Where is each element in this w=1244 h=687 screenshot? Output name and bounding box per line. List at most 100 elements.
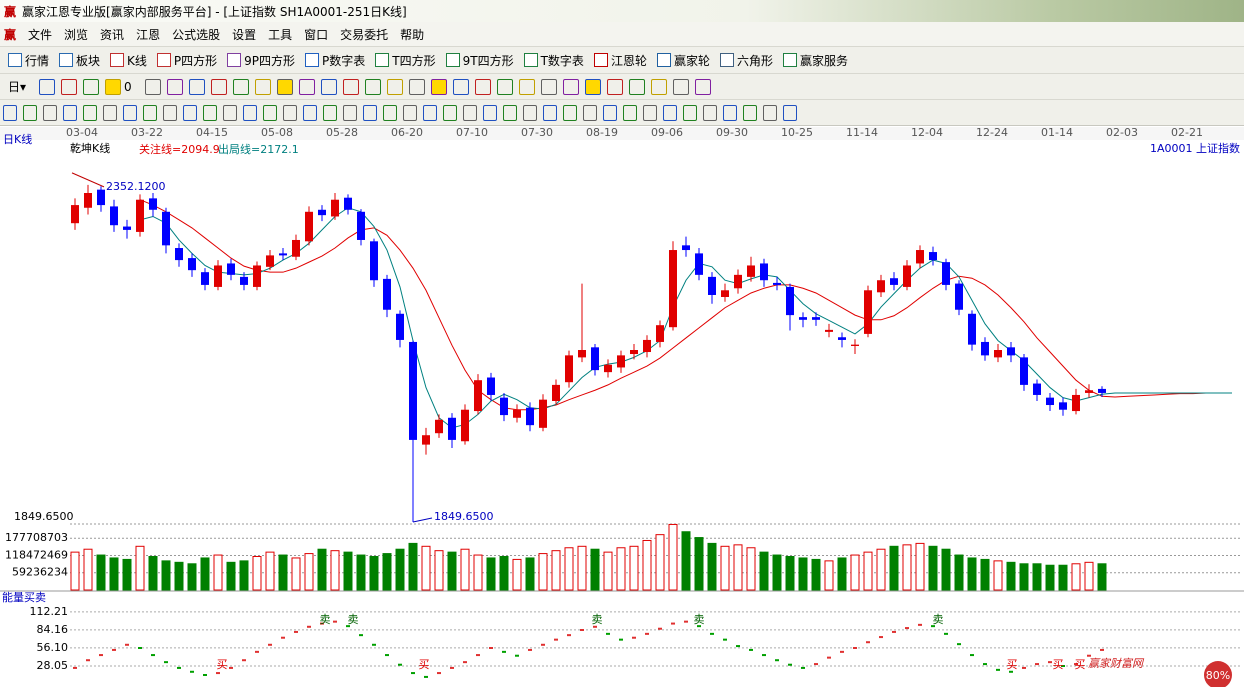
x-tick-label: 02-03: [1106, 127, 1138, 139]
toolbar-button[interactable]: 江恩轮: [593, 52, 647, 69]
tool-icon[interactable]: [663, 104, 677, 121]
toolbar-button[interactable]: K线: [110, 52, 147, 69]
tool-icon[interactable]: [523, 104, 537, 121]
tool-icon[interactable]: [496, 78, 513, 95]
tool-icon[interactable]: [223, 104, 237, 121]
tool-icon[interactable]: [166, 78, 183, 95]
tool-icon[interactable]: [563, 104, 577, 121]
tool-icon[interactable]: [383, 104, 397, 121]
tool-icon[interactable]: [283, 104, 297, 121]
tool-icon[interactable]: [763, 104, 777, 121]
tool-icon[interactable]: [61, 78, 78, 95]
tool-icon[interactable]: [232, 78, 249, 95]
tool-icon[interactable]: [276, 78, 293, 95]
toolbar-button[interactable]: 行情: [8, 52, 49, 69]
tool-icon[interactable]: [83, 104, 97, 121]
volume-bar: [395, 548, 405, 591]
toolbar-button[interactable]: P四方形: [156, 52, 217, 69]
menu-item[interactable]: 资讯: [100, 27, 125, 42]
menu-item[interactable]: 设置: [232, 27, 257, 42]
toolbar-button[interactable]: 9T四方形: [445, 52, 514, 69]
menu-item[interactable]: 浏览: [64, 27, 89, 42]
period-select[interactable]: 日 ▾: [8, 79, 27, 95]
tool-icon[interactable]: [583, 104, 597, 121]
tool-icon[interactable]: [342, 78, 359, 95]
tool-icon[interactable]: [606, 78, 623, 95]
tool-icon[interactable]: [320, 78, 337, 95]
menu-item[interactable]: 帮助: [400, 27, 425, 42]
tool-icon[interactable]: [3, 104, 17, 121]
tool-icon[interactable]: [123, 104, 137, 121]
toolbar-button[interactable]: T四方形: [375, 52, 436, 69]
tool-icon[interactable]: [188, 78, 205, 95]
signal-label: 卖: [320, 613, 331, 626]
tool-icon[interactable]: [163, 104, 177, 121]
tool-icon[interactable]: [503, 104, 517, 121]
tool-icon[interactable]: [623, 104, 637, 121]
menu-item[interactable]: 窗口: [304, 27, 329, 42]
zoom-select[interactable]: 0: [124, 79, 132, 94]
tool-icon[interactable]: [743, 104, 757, 121]
tool-icon[interactable]: [430, 78, 447, 95]
toolbar-button[interactable]: 板块: [59, 52, 100, 69]
tool-icon[interactable]: [628, 78, 645, 95]
tool-icon[interactable]: [543, 104, 557, 121]
tool-icon[interactable]: [103, 104, 117, 121]
tool-icon[interactable]: [43, 104, 57, 121]
tool-icon[interactable]: [474, 78, 491, 95]
tool-icon[interactable]: [423, 104, 437, 121]
tool-icon[interactable]: [408, 78, 425, 95]
tool-icon[interactable]: [643, 104, 657, 121]
tool-icon[interactable]: [203, 104, 217, 121]
tool-icon[interactable]: [323, 104, 337, 121]
tool-icon[interactable]: [63, 104, 77, 121]
tool-icon[interactable]: [263, 104, 277, 121]
tool-icon[interactable]: [703, 104, 717, 121]
toolbar-button[interactable]: T数字表: [523, 52, 584, 69]
tool-icon[interactable]: [463, 104, 477, 121]
tool-icon[interactable]: [298, 78, 315, 95]
tool-icon[interactable]: [584, 78, 601, 95]
tool-icon[interactable]: [23, 104, 37, 121]
tool-icon[interactable]: [39, 78, 56, 95]
tool-icon[interactable]: [343, 104, 357, 121]
toolbar-button[interactable]: P数字表: [305, 52, 365, 69]
tool-icon[interactable]: [143, 104, 157, 121]
tool-icon[interactable]: [303, 104, 317, 121]
energy-point: [99, 654, 103, 657]
tool-icon[interactable]: [403, 104, 417, 121]
tool-icon[interactable]: [783, 104, 797, 121]
tool-icon[interactable]: [144, 78, 161, 95]
tool-icon[interactable]: [650, 78, 667, 95]
menu-item[interactable]: 交易委托: [340, 27, 389, 42]
tool-icon[interactable]: [518, 78, 535, 95]
toolbar-button[interactable]: 六角形: [719, 52, 773, 69]
menu-item[interactable]: 文件: [28, 27, 53, 42]
tool-icon[interactable]: [386, 78, 403, 95]
tool-icon[interactable]: [443, 104, 457, 121]
tool-icon[interactable]: [694, 78, 711, 95]
tool-icon[interactable]: [243, 104, 257, 121]
menu-item[interactable]: 公式选股: [172, 27, 221, 42]
toolbar-button[interactable]: 赢家轮: [656, 52, 710, 69]
tool-icon[interactable]: [254, 78, 271, 95]
tool-icon[interactable]: [452, 78, 469, 95]
tool-icon[interactable]: [562, 78, 579, 95]
tool-icon[interactable]: [183, 104, 197, 121]
tool-icon[interactable]: [483, 104, 497, 121]
tool-icon[interactable]: [723, 104, 737, 121]
tool-icon[interactable]: [364, 78, 381, 95]
menu-item[interactable]: 江恩: [136, 27, 161, 42]
tool-icon[interactable]: [672, 78, 689, 95]
toolbar-button[interactable]: 9P四方形: [227, 52, 295, 69]
energy-point: [827, 656, 831, 659]
menu-item[interactable]: 工具: [268, 27, 293, 42]
tool-icon[interactable]: [603, 104, 617, 121]
tool-icon[interactable]: [105, 78, 122, 95]
toolbar-button[interactable]: 赢家服务: [782, 52, 848, 69]
tool-icon[interactable]: [540, 78, 557, 95]
tool-icon[interactable]: [83, 78, 100, 95]
tool-icon[interactable]: [683, 104, 697, 121]
tool-icon[interactable]: [363, 104, 377, 121]
tool-icon[interactable]: [210, 78, 227, 95]
